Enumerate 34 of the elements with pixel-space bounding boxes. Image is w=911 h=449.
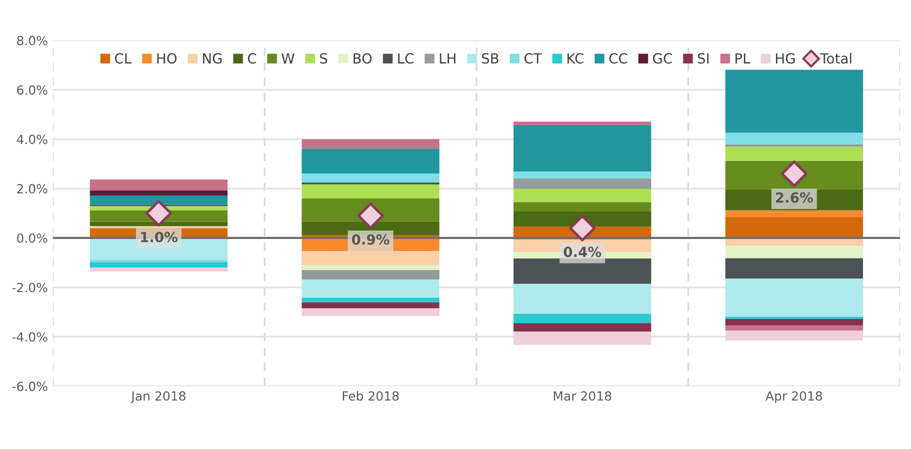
data-label: 0.9% [352, 234, 390, 245]
y-tick-label: 4.0% [16, 134, 48, 144]
legend-label: Total [820, 52, 852, 64]
data-label: 0.4% [564, 246, 602, 258]
y-tick-label: -6.0% [12, 382, 48, 392]
data-label: 2.6% [776, 192, 813, 203]
legend-label: SB [482, 53, 498, 64]
legend-label: CC [609, 53, 628, 64]
x-tick-label: Apr 2018 [766, 391, 822, 404]
legend-label: SI [698, 53, 709, 64]
x-tick-label: Feb 2018 [342, 391, 399, 401]
legend-label: HO [157, 53, 177, 64]
legend-label: KC [568, 53, 584, 64]
legend-label: LH [440, 53, 456, 64]
y-tick-label: 6.0% [17, 85, 48, 95]
x-tick-label: Jan 2018 [130, 391, 186, 403]
data-label: 1.0% [141, 232, 178, 242]
legend-label: BO [354, 53, 372, 64]
legend-label: PL [736, 53, 750, 64]
legend-label: CL [115, 53, 132, 64]
legend-label: NG [203, 53, 222, 64]
x-tick-label: Mar 2018 [554, 391, 612, 401]
y-tick-label: 8.0% [17, 36, 48, 46]
y-tick-label: 0.0% [17, 233, 48, 243]
y-tick-label: -4.0% [12, 332, 48, 342]
legend-label: HG [776, 53, 795, 64]
legend-label: C [248, 53, 256, 64]
legend-label: LC [398, 53, 414, 64]
legend-label: S [320, 53, 328, 64]
y-tick-label: -2.0% [12, 282, 48, 292]
legend-label: CT [524, 53, 542, 64]
legend-label: GC [653, 53, 672, 64]
y-tick-label: 2.0% [17, 184, 48, 194]
legend-label: W [282, 53, 294, 64]
